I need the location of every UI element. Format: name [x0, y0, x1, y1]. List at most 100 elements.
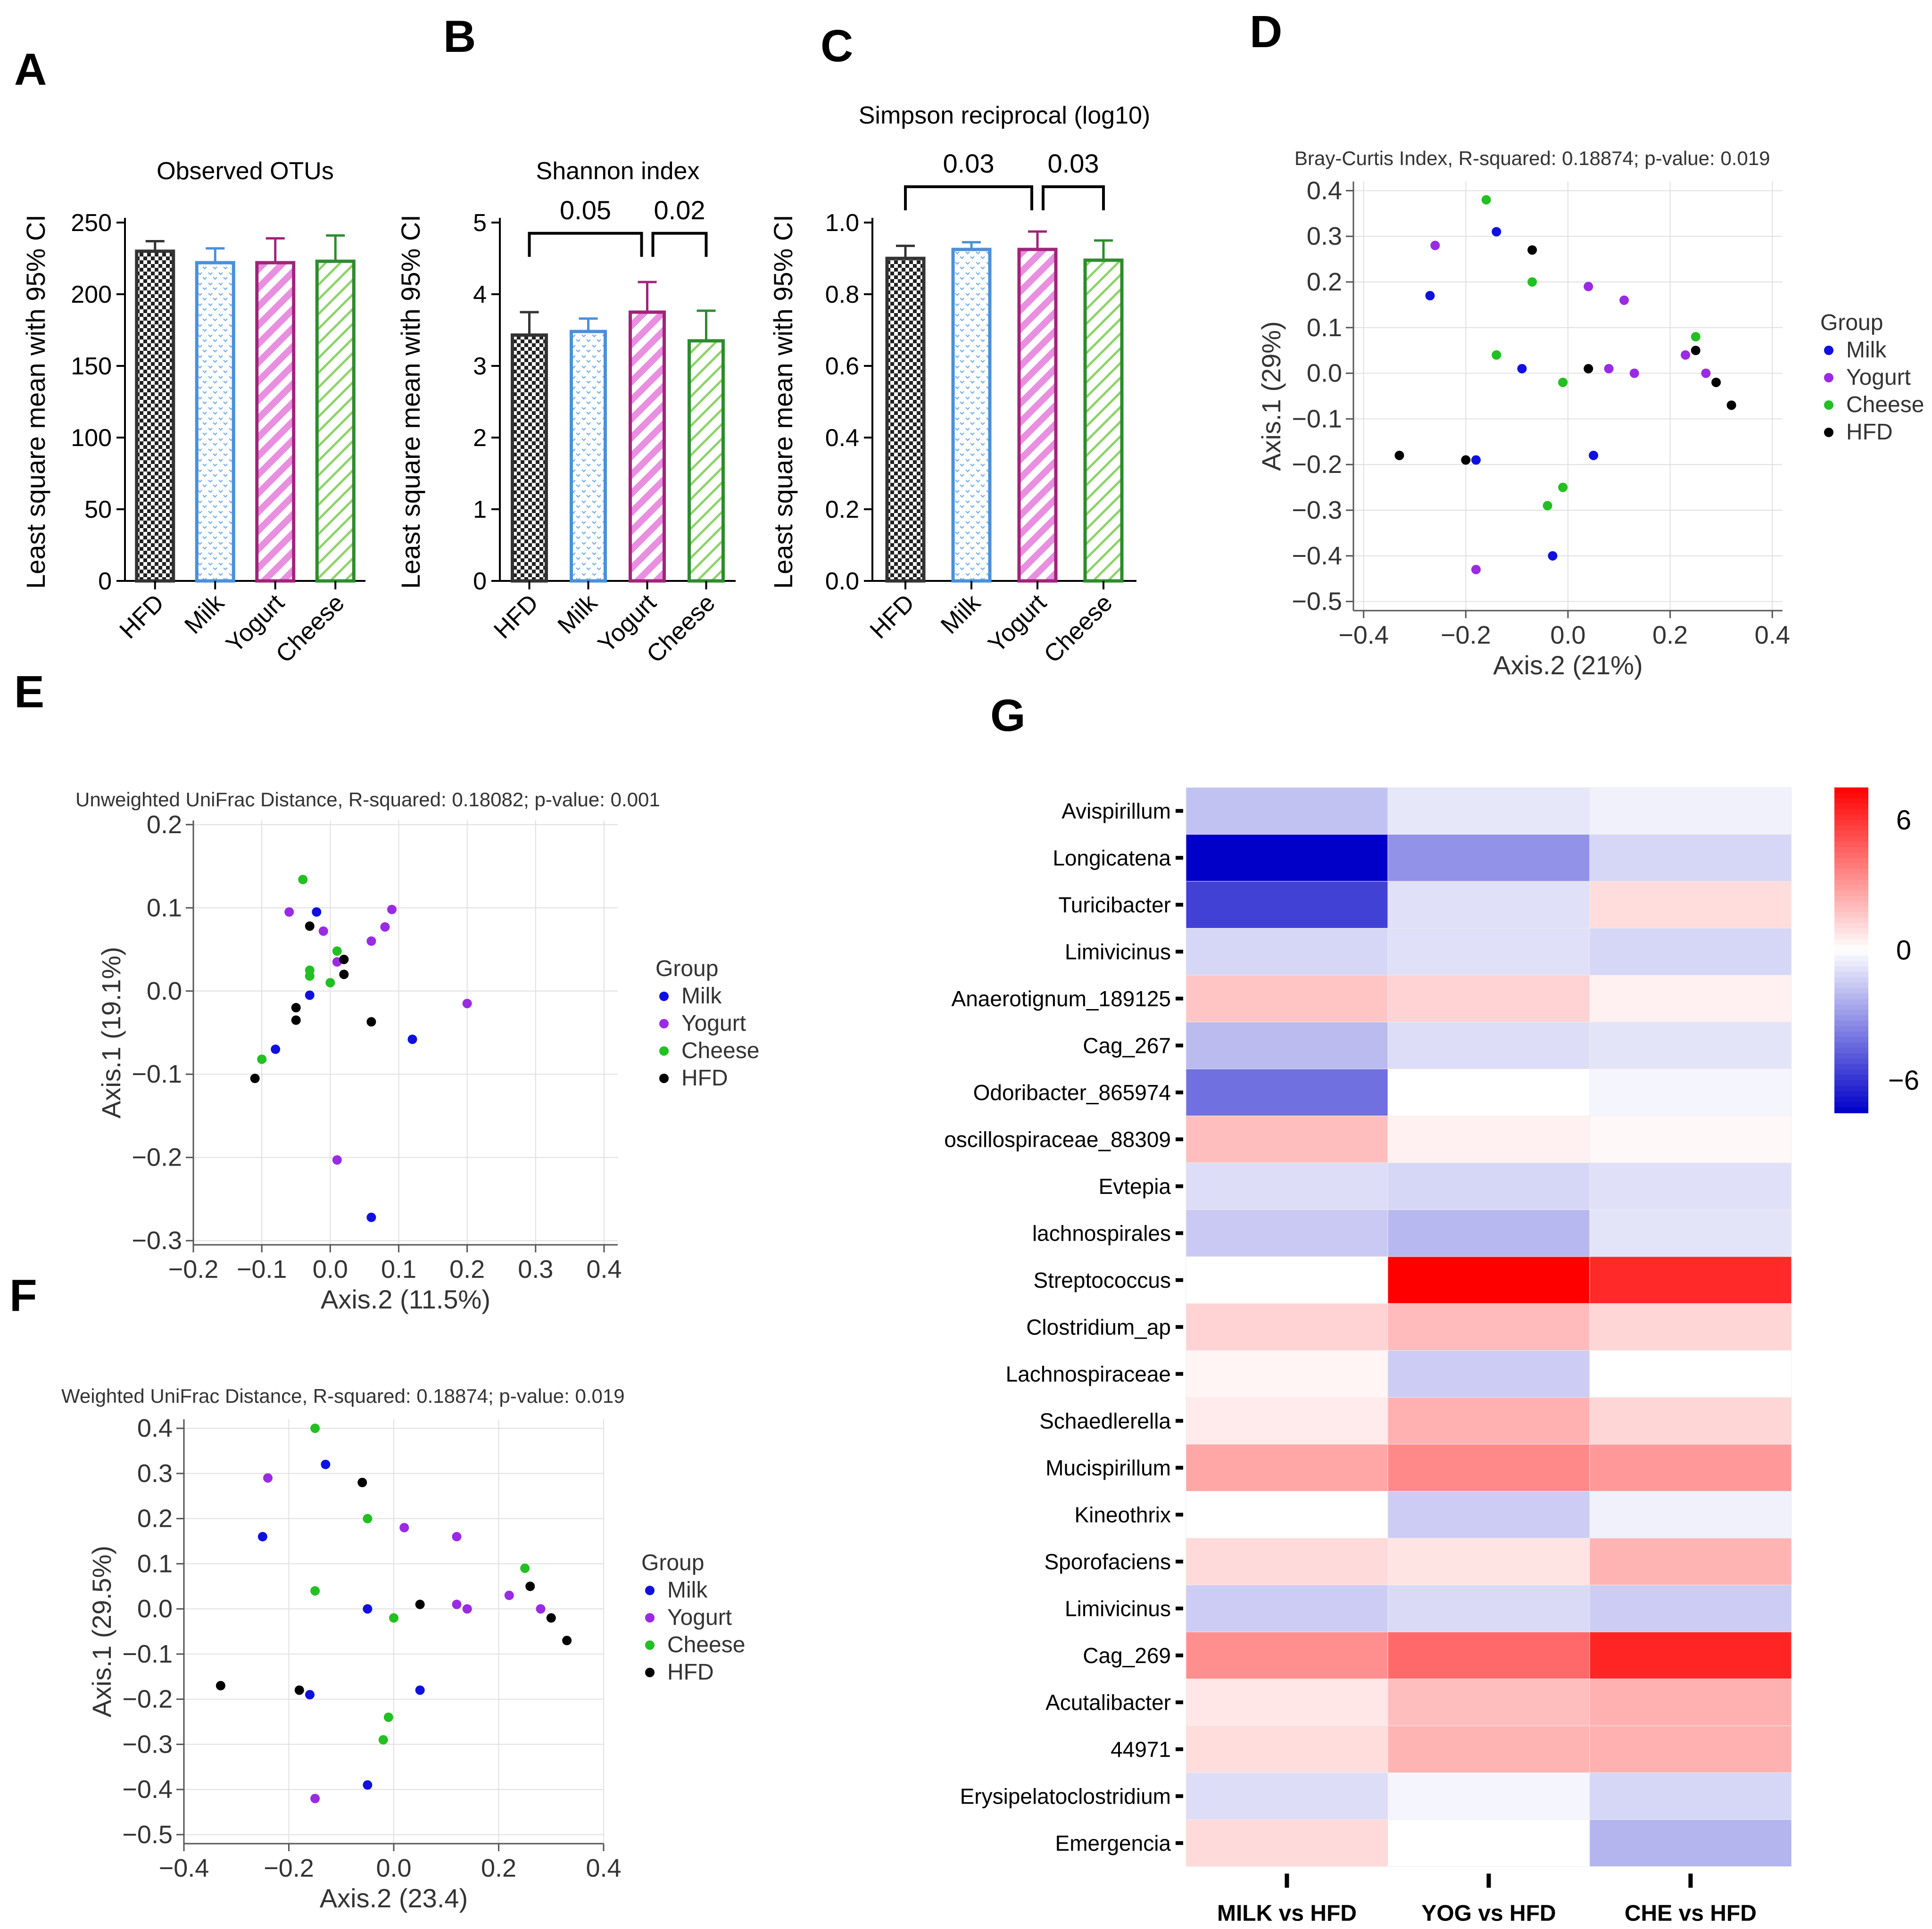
row-label: Erysipelatoclostridium [960, 1784, 1171, 1808]
y-tick-label: 0.3 [1307, 222, 1342, 250]
heatmap-cell [1387, 1772, 1590, 1820]
point-yogurt [1681, 350, 1691, 360]
legend-label: Cheese [1846, 392, 1924, 417]
heatmap-cell [1589, 1022, 1792, 1069]
legend-label: Cheese [667, 1632, 745, 1657]
plot-title: Unweighted UniFrac Distance, R-squared: … [75, 788, 660, 811]
heatmap-cell [1589, 1491, 1792, 1539]
x-tick-label: 0.4 [586, 1854, 621, 1882]
chart-title: Observed OTUs [157, 157, 334, 185]
y-tick-label: 0.8 [825, 281, 859, 308]
heatmap-cell [1589, 1162, 1792, 1210]
point-hfd [1711, 377, 1721, 387]
point-cheese [257, 1054, 267, 1064]
heatmap-cell [1186, 1585, 1388, 1632]
y-tick-label: −0.3 [1292, 496, 1342, 524]
point-hfd [1584, 364, 1593, 373]
point-yogurt [366, 936, 376, 946]
legend-marker-hfd [1824, 428, 1833, 437]
point-yogurt [1604, 364, 1614, 373]
point-yogurt [1584, 281, 1593, 291]
point-milk [1589, 450, 1599, 460]
y-axis-label: Axis.1 (19.1%) [96, 947, 126, 1118]
y-tick-label: 0.0 [147, 977, 182, 1005]
heatmap-cell [1186, 1068, 1388, 1116]
heatmap-cell [1387, 1444, 1590, 1491]
y-tick-label: 0.3 [137, 1459, 173, 1488]
point-yogurt [284, 907, 294, 917]
bar-chart-simpson-reciprocal: Simpson reciprocal (log10) Least square m… [768, 102, 1150, 668]
row-label: Clostridium_ap [1026, 1315, 1171, 1339]
legend-marker-cheese [659, 1046, 669, 1056]
point-cheese [305, 971, 315, 981]
point-milk [415, 1685, 425, 1695]
colorbar-segment [1834, 1010, 1868, 1016]
y-tick-label: 0.1 [1307, 314, 1342, 342]
heatmap-cell [1589, 1725, 1792, 1773]
heatmap-cell [1387, 1209, 1590, 1257]
heatmap-cell [1387, 1116, 1590, 1163]
heatmap-cell [1589, 1819, 1792, 1867]
y-tick-label: −0.1 [1292, 405, 1342, 433]
point-hfd [250, 1074, 260, 1084]
legend-title: Group [641, 1550, 704, 1575]
heatmap-cell [1186, 787, 1388, 835]
x-axis-label: Axis.2 (21%) [1493, 650, 1642, 680]
heatmap-cell [1186, 1819, 1388, 1867]
y-tick-label: 2 [473, 424, 487, 452]
point-yogurt [387, 904, 397, 914]
point-milk [1517, 364, 1527, 373]
legend-label: Milk [667, 1578, 708, 1603]
legend-label: Yogurt [1846, 365, 1911, 390]
colorbar-segment [1834, 798, 1868, 804]
heatmap-cell [1589, 928, 1792, 976]
y-tick-label: 1 [473, 496, 487, 523]
heatmap-cell [1186, 1116, 1388, 1163]
point-hfd [1691, 346, 1700, 356]
colorbar-segment [1834, 961, 1868, 967]
point-yogurt [536, 1604, 546, 1614]
colorbar-segment [1834, 923, 1868, 929]
panel-label-A: A [14, 44, 47, 95]
colorbar-segment [1834, 1059, 1868, 1065]
colorbar-segment [1834, 787, 1868, 794]
pcoa-unweighted-unifrac: Unweighted UniFrac Distance, R-squared: … [75, 788, 759, 1314]
point-yogurt [318, 926, 328, 936]
x-tick-label: Milk [936, 589, 986, 639]
heatmap-cell [1387, 928, 1590, 976]
panel-label-D: D [1250, 7, 1282, 57]
bar-yogurt [629, 310, 666, 583]
heatmap-cell [1387, 1350, 1590, 1398]
point-hfd [415, 1599, 425, 1609]
point-milk [363, 1780, 373, 1790]
point-milk [407, 1035, 417, 1044]
y-tick-label: 0.4 [1307, 176, 1342, 205]
colorbar-segment [1834, 999, 1868, 1005]
point-milk [1492, 227, 1501, 237]
legend-marker-cheese [1824, 400, 1833, 410]
colorbar-segment [1834, 820, 1868, 826]
heatmap-cell [1186, 975, 1388, 1022]
heatmap-cell [1589, 1538, 1792, 1585]
y-tick-label: 0.1 [137, 1549, 173, 1578]
point-hfd [339, 954, 349, 964]
point-milk [1425, 291, 1435, 301]
point-cheese [363, 1514, 373, 1523]
colorbar-segment [1834, 896, 1868, 902]
panel-label-E: E [14, 667, 44, 717]
heatmap-cell [1387, 1068, 1590, 1116]
colorbar-segment [1834, 1015, 1868, 1021]
colorbar-segment [1834, 1020, 1868, 1027]
y-tick-label: −0.2 [1292, 450, 1342, 479]
point-cheese [310, 1424, 320, 1433]
point-hfd [525, 1581, 535, 1591]
x-tick-label: 0.2 [481, 1854, 516, 1882]
point-yogurt [452, 1599, 462, 1609]
heatmap-cell [1387, 1162, 1590, 1210]
colorbar-segment [1834, 950, 1868, 956]
legend-marker-yogurt [1824, 373, 1833, 382]
colorbar-segment [1834, 836, 1868, 842]
x-tick-label: 0.2 [1652, 621, 1688, 649]
x-tick-label: HFD [115, 589, 170, 644]
y-tick-label: 0.0 [137, 1595, 173, 1623]
